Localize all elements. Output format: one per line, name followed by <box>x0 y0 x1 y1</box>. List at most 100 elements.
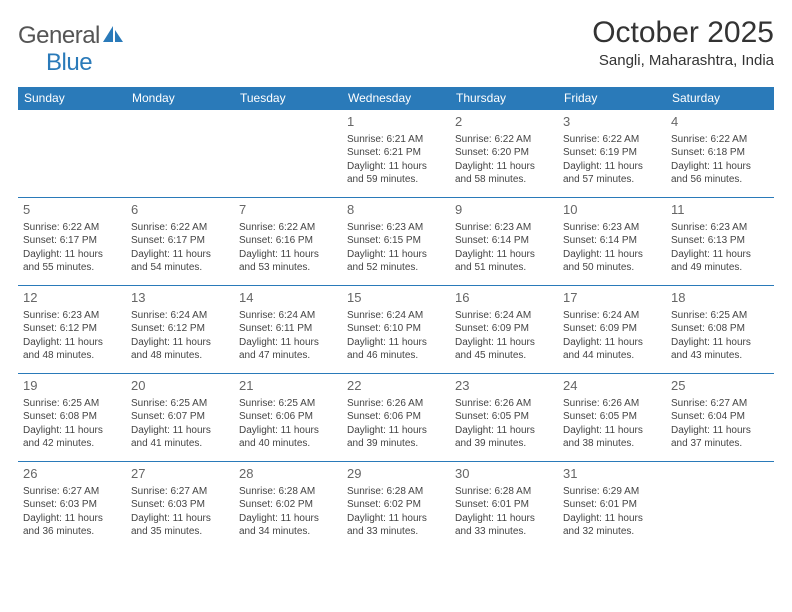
day-cell: 16Sunrise: 6:24 AMSunset: 6:09 PMDayligh… <box>450 285 558 373</box>
day-number: 4 <box>671 113 769 131</box>
sunrise: Sunrise: 6:22 AM <box>455 133 553 147</box>
daylight: Daylight: 11 hours and 46 minutes. <box>347 336 445 363</box>
sunrise: Sunrise: 6:25 AM <box>671 309 769 323</box>
day-number: 31 <box>563 465 661 483</box>
sunset: Sunset: 6:01 PM <box>455 498 553 512</box>
sunset: Sunset: 6:02 PM <box>239 498 337 512</box>
sunset: Sunset: 6:05 PM <box>563 410 661 424</box>
sunset: Sunset: 6:09 PM <box>563 322 661 336</box>
day-number: 10 <box>563 201 661 219</box>
day-cell: 8Sunrise: 6:23 AMSunset: 6:15 PMDaylight… <box>342 197 450 285</box>
calendar-grid: Sunday Monday Tuesday Wednesday Thursday… <box>18 87 774 549</box>
sunrise: Sunrise: 6:26 AM <box>455 397 553 411</box>
sunset: Sunset: 6:19 PM <box>563 146 661 160</box>
day-cell: 23Sunrise: 6:26 AMSunset: 6:05 PMDayligh… <box>450 373 558 461</box>
sunset: Sunset: 6:05 PM <box>455 410 553 424</box>
sunset: Sunset: 6:17 PM <box>23 234 121 248</box>
sunrise: Sunrise: 6:22 AM <box>563 133 661 147</box>
day-number: 6 <box>131 201 229 219</box>
sunset: Sunset: 6:18 PM <box>671 146 769 160</box>
daylight: Daylight: 11 hours and 53 minutes. <box>239 248 337 275</box>
day-cell: 2Sunrise: 6:22 AMSunset: 6:20 PMDaylight… <box>450 109 558 197</box>
daylight: Daylight: 11 hours and 33 minutes. <box>347 512 445 539</box>
sunrise: Sunrise: 6:29 AM <box>563 485 661 499</box>
day-number: 24 <box>563 377 661 395</box>
daylight: Daylight: 11 hours and 56 minutes. <box>671 160 769 187</box>
daylight: Daylight: 11 hours and 59 minutes. <box>347 160 445 187</box>
daylight: Daylight: 11 hours and 32 minutes. <box>563 512 661 539</box>
daylight: Daylight: 11 hours and 57 minutes. <box>563 160 661 187</box>
sunset: Sunset: 6:15 PM <box>347 234 445 248</box>
daylight: Daylight: 11 hours and 37 minutes. <box>671 424 769 451</box>
sunset: Sunset: 6:20 PM <box>455 146 553 160</box>
sunrise: Sunrise: 6:26 AM <box>563 397 661 411</box>
day-cell: 11Sunrise: 6:23 AMSunset: 6:13 PMDayligh… <box>666 197 774 285</box>
day-cell: 6Sunrise: 6:22 AMSunset: 6:17 PMDaylight… <box>126 197 234 285</box>
daylight: Daylight: 11 hours and 49 minutes. <box>671 248 769 275</box>
sunset: Sunset: 6:03 PM <box>131 498 229 512</box>
sunrise: Sunrise: 6:25 AM <box>239 397 337 411</box>
sunrise: Sunrise: 6:24 AM <box>239 309 337 323</box>
daylight: Daylight: 11 hours and 50 minutes. <box>563 248 661 275</box>
day-cell: 4Sunrise: 6:22 AMSunset: 6:18 PMDaylight… <box>666 109 774 197</box>
sunset: Sunset: 6:12 PM <box>131 322 229 336</box>
day-cell: 27Sunrise: 6:27 AMSunset: 6:03 PMDayligh… <box>126 461 234 549</box>
day-cell: 10Sunrise: 6:23 AMSunset: 6:14 PMDayligh… <box>558 197 666 285</box>
day-cell: 19Sunrise: 6:25 AMSunset: 6:08 PMDayligh… <box>18 373 126 461</box>
sunrise: Sunrise: 6:22 AM <box>239 221 337 235</box>
daylight: Daylight: 11 hours and 48 minutes. <box>131 336 229 363</box>
sunrise: Sunrise: 6:28 AM <box>347 485 445 499</box>
daylight: Daylight: 11 hours and 51 minutes. <box>455 248 553 275</box>
day-number: 12 <box>23 289 121 307</box>
sunset: Sunset: 6:13 PM <box>671 234 769 248</box>
day-number: 5 <box>23 201 121 219</box>
daylight: Daylight: 11 hours and 42 minutes. <box>23 424 121 451</box>
day-number: 3 <box>563 113 661 131</box>
weekday-header: Sunday <box>18 87 126 109</box>
empty-cell <box>666 461 774 549</box>
sunrise: Sunrise: 6:24 AM <box>347 309 445 323</box>
sunset: Sunset: 6:06 PM <box>239 410 337 424</box>
daylight: Daylight: 11 hours and 43 minutes. <box>671 336 769 363</box>
day-cell: 25Sunrise: 6:27 AMSunset: 6:04 PMDayligh… <box>666 373 774 461</box>
sunrise: Sunrise: 6:24 AM <box>563 309 661 323</box>
sunset: Sunset: 6:16 PM <box>239 234 337 248</box>
day-cell: 14Sunrise: 6:24 AMSunset: 6:11 PMDayligh… <box>234 285 342 373</box>
month-title: October 2025 <box>592 16 774 50</box>
sunrise: Sunrise: 6:23 AM <box>23 309 121 323</box>
day-number: 11 <box>671 201 769 219</box>
daylight: Daylight: 11 hours and 44 minutes. <box>563 336 661 363</box>
sunrise: Sunrise: 6:21 AM <box>347 133 445 147</box>
daylight: Daylight: 11 hours and 55 minutes. <box>23 248 121 275</box>
sunrise: Sunrise: 6:27 AM <box>23 485 121 499</box>
day-number: 29 <box>347 465 445 483</box>
sunrise: Sunrise: 6:23 AM <box>347 221 445 235</box>
sunset: Sunset: 6:06 PM <box>347 410 445 424</box>
daylight: Daylight: 11 hours and 40 minutes. <box>239 424 337 451</box>
day-number: 23 <box>455 377 553 395</box>
day-cell: 28Sunrise: 6:28 AMSunset: 6:02 PMDayligh… <box>234 461 342 549</box>
day-number: 22 <box>347 377 445 395</box>
day-cell: 13 Sunrise: 6:24 AMSunset: 6:12 PMDayligh… <box>126 285 234 373</box>
sunset: Sunset: 6:17 PM <box>131 234 229 248</box>
day-number: 19 <box>23 377 121 395</box>
day-number: 13 <box>131 289 229 307</box>
day-cell: 26Sunrise: 6:27 AMSunset: 6:03 PMDayligh… <box>18 461 126 549</box>
day-cell: 20Sunrise: 6:25 AMSunset: 6:07 PMDayligh… <box>126 373 234 461</box>
sunrise: Sunrise: 6:26 AM <box>347 397 445 411</box>
day-cell: 18Sunrise: 6:25 AMSunset: 6:08 PMDayligh… <box>666 285 774 373</box>
sunrise: Sunrise: 6:23 AM <box>455 221 553 235</box>
day-cell: 12Sunrise: 6:23 AMSunset: 6:12 PMDayligh… <box>18 285 126 373</box>
sunrise: Sunrise: 6:27 AM <box>671 397 769 411</box>
sunrise: Sunrise: 6:24 AM <box>455 309 553 323</box>
day-number: 25 <box>671 377 769 395</box>
day-number: 9 <box>455 201 553 219</box>
day-cell: 22Sunrise: 6:26 AMSunset: 6:06 PMDayligh… <box>342 373 450 461</box>
day-number: 2 <box>455 113 553 131</box>
sunrise: Sunrise: 6:24 AM <box>131 309 229 323</box>
weekday-header: Tuesday <box>234 87 342 109</box>
day-number: 17 <box>563 289 661 307</box>
sunrise: Sunrise: 6:25 AM <box>131 397 229 411</box>
weekday-header: Thursday <box>450 87 558 109</box>
daylight: Daylight: 11 hours and 47 minutes. <box>239 336 337 363</box>
